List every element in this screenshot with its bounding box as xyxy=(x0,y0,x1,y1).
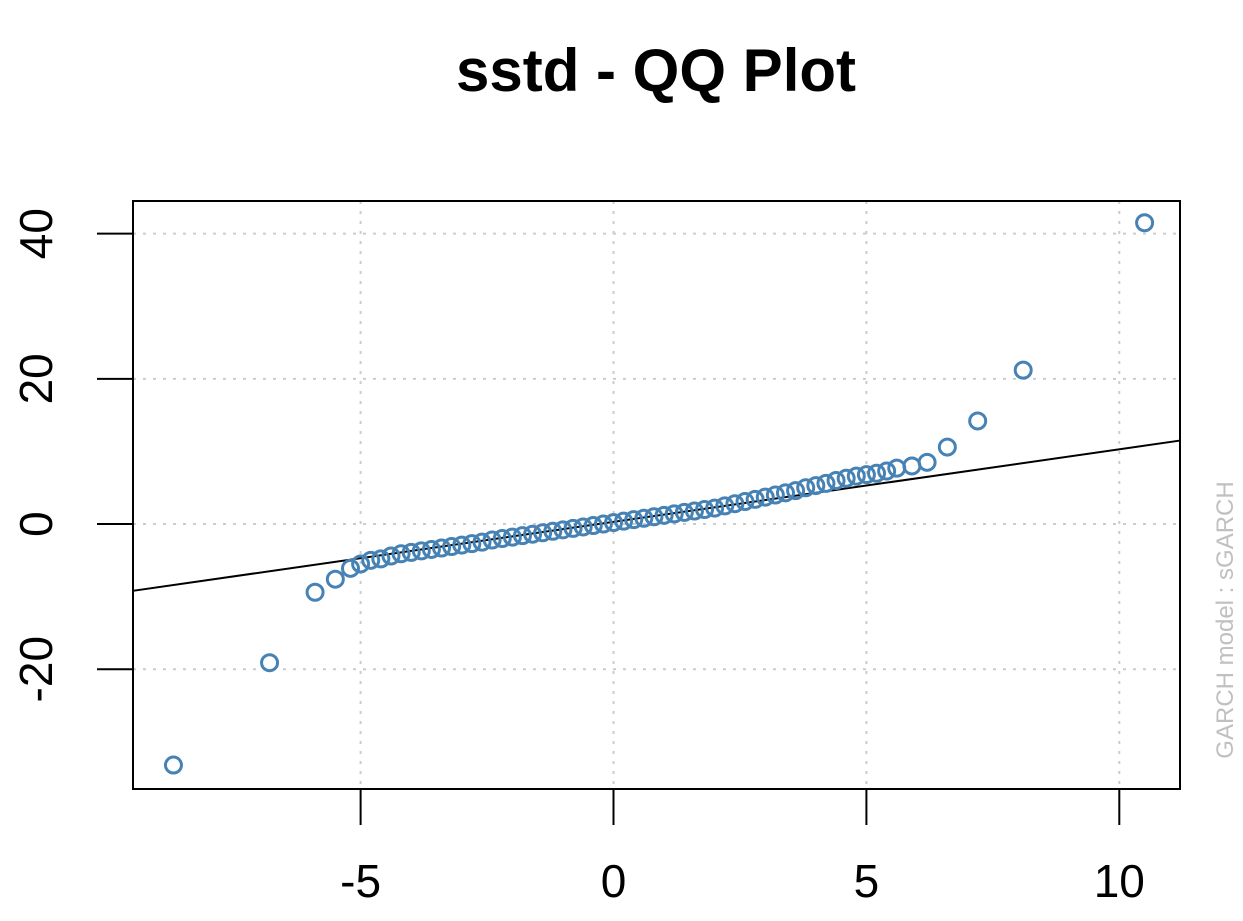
x-axis: -5 0 5 10 xyxy=(340,789,1145,907)
data-point xyxy=(735,492,755,512)
data-point xyxy=(1013,360,1033,380)
data-point xyxy=(654,505,674,525)
data-point xyxy=(482,530,502,550)
data-point xyxy=(432,538,452,558)
data-point xyxy=(684,501,704,521)
data-point xyxy=(775,483,795,503)
data-point xyxy=(902,456,922,476)
data-point xyxy=(867,463,887,483)
data-point xyxy=(381,546,401,566)
data-point xyxy=(533,523,553,543)
data-point xyxy=(472,532,492,552)
data-point xyxy=(917,452,937,472)
data-point xyxy=(705,498,725,518)
data-point xyxy=(325,569,345,589)
data-point xyxy=(371,549,391,569)
data-point xyxy=(816,473,836,493)
data-point xyxy=(634,508,654,528)
data-point xyxy=(826,470,846,490)
data-point xyxy=(442,537,462,557)
data-point xyxy=(968,411,988,431)
chart-title: sstd - QQ Plot xyxy=(456,37,856,104)
data-point xyxy=(351,554,371,574)
y-tick-label: 0 xyxy=(10,511,62,537)
data-point xyxy=(523,524,543,544)
data-point xyxy=(492,529,512,549)
data-point xyxy=(856,465,876,485)
y-tick-label: -20 xyxy=(10,636,62,702)
data-point xyxy=(452,535,472,555)
data-point xyxy=(836,468,856,488)
data-point xyxy=(421,539,441,559)
data-points xyxy=(163,213,1155,775)
data-point xyxy=(563,518,583,538)
y-tick-label: 40 xyxy=(10,208,62,259)
data-point xyxy=(593,514,613,534)
data-point xyxy=(786,481,806,501)
data-point xyxy=(512,526,532,546)
data-point xyxy=(340,558,360,578)
data-point xyxy=(725,494,745,514)
data-point xyxy=(411,541,431,561)
data-point xyxy=(1135,213,1155,233)
x-tick-label: 10 xyxy=(1094,855,1145,907)
data-point xyxy=(846,466,866,486)
data-point xyxy=(624,510,644,530)
data-point xyxy=(553,520,573,540)
plot-frame xyxy=(132,200,1181,790)
data-point xyxy=(163,755,183,775)
data-point xyxy=(305,582,325,602)
data-point xyxy=(695,500,715,520)
grid-lines xyxy=(133,201,1180,789)
data-point xyxy=(755,487,775,507)
x-tick-label: 5 xyxy=(854,855,880,907)
data-point xyxy=(644,507,664,527)
data-point xyxy=(664,504,684,524)
data-point xyxy=(877,461,897,481)
data-point xyxy=(745,489,765,509)
data-point xyxy=(715,496,735,516)
data-point xyxy=(614,511,634,531)
data-point xyxy=(806,476,826,496)
x-tick-label: -5 xyxy=(340,855,381,907)
side-label: GARCH model : sGARCH xyxy=(1212,481,1239,758)
data-point xyxy=(937,437,957,457)
data-point xyxy=(401,542,421,562)
data-point xyxy=(674,502,694,522)
x-tick-label: 0 xyxy=(601,855,627,907)
data-point xyxy=(604,513,624,533)
data-point xyxy=(796,478,816,498)
y-tick-label: 20 xyxy=(10,353,62,404)
data-point xyxy=(260,653,280,673)
data-point xyxy=(765,485,785,505)
data-point xyxy=(502,527,522,547)
data-point xyxy=(583,515,603,535)
data-point xyxy=(462,534,482,554)
y-axis: -20 0 20 40 xyxy=(10,208,133,702)
data-point xyxy=(361,550,381,570)
data-point xyxy=(543,521,563,541)
data-point xyxy=(887,458,907,478)
data-point xyxy=(391,544,411,564)
data-point xyxy=(573,517,593,537)
